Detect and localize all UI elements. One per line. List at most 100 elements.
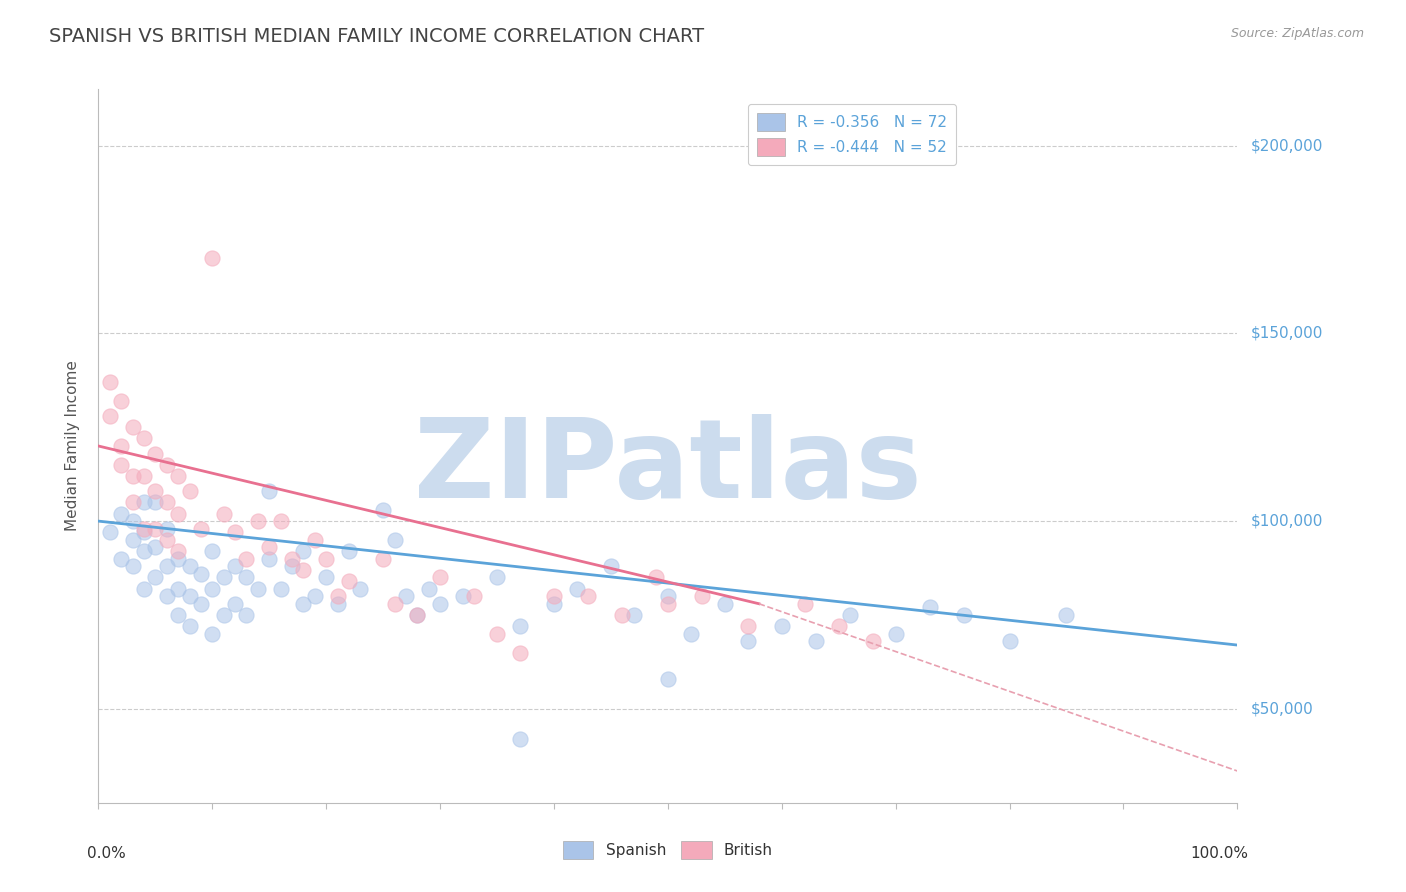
Point — [224, 597, 246, 611]
Point — [429, 597, 451, 611]
Point — [304, 533, 326, 547]
Point — [429, 570, 451, 584]
Point — [737, 619, 759, 633]
Point — [509, 619, 531, 633]
Point — [201, 544, 224, 558]
Point — [246, 514, 269, 528]
Point — [326, 597, 349, 611]
Text: $200,000: $200,000 — [1251, 138, 1323, 153]
Point — [292, 544, 315, 558]
Point — [690, 589, 713, 603]
Point — [804, 634, 827, 648]
Point — [918, 600, 941, 615]
Point — [793, 597, 815, 611]
Point — [1054, 607, 1078, 622]
Point — [110, 458, 132, 472]
Point — [509, 731, 531, 746]
Point — [235, 570, 257, 584]
Point — [132, 495, 155, 509]
Point — [600, 559, 623, 574]
Point — [349, 582, 371, 596]
Point — [132, 582, 155, 596]
Text: SPANISH VS BRITISH MEDIAN FAMILY INCOME CORRELATION CHART: SPANISH VS BRITISH MEDIAN FAMILY INCOME … — [49, 27, 704, 45]
Point — [224, 525, 246, 540]
Point — [998, 634, 1021, 648]
Point — [337, 574, 360, 589]
Point — [156, 589, 179, 603]
Point — [145, 522, 167, 536]
Text: $100,000: $100,000 — [1251, 514, 1323, 529]
Point — [98, 525, 121, 540]
Point — [110, 551, 132, 566]
Point — [179, 484, 201, 499]
Point — [543, 589, 565, 603]
Point — [121, 420, 143, 434]
Point — [145, 541, 167, 555]
Point — [98, 375, 121, 389]
Point — [121, 495, 143, 509]
Point — [259, 541, 281, 555]
Point — [145, 495, 167, 509]
Point — [98, 409, 121, 423]
Point — [371, 503, 394, 517]
Point — [509, 646, 531, 660]
Point — [770, 619, 793, 633]
Text: 0.0%: 0.0% — [87, 846, 125, 861]
Point — [406, 607, 429, 622]
Point — [190, 566, 212, 581]
Point — [179, 589, 201, 603]
Point — [156, 559, 179, 574]
Point — [657, 597, 679, 611]
Point — [337, 544, 360, 558]
Point — [406, 607, 429, 622]
Point — [486, 627, 509, 641]
Point — [828, 619, 851, 633]
Point — [132, 525, 155, 540]
Y-axis label: Median Family Income: Median Family Income — [65, 360, 80, 532]
Point — [235, 551, 257, 566]
Text: Source: ZipAtlas.com: Source: ZipAtlas.com — [1230, 27, 1364, 40]
Point — [395, 589, 418, 603]
Point — [623, 607, 645, 622]
Point — [451, 589, 474, 603]
Point — [315, 570, 337, 584]
Point — [259, 551, 281, 566]
Point — [486, 570, 509, 584]
Point — [212, 507, 235, 521]
Point — [121, 533, 143, 547]
Point — [145, 446, 167, 460]
Point — [132, 432, 155, 446]
Point — [418, 582, 440, 596]
Point — [270, 582, 292, 596]
Point — [212, 607, 235, 622]
Point — [463, 589, 485, 603]
Point — [156, 458, 179, 472]
Point — [132, 544, 155, 558]
Point — [281, 551, 304, 566]
Point — [714, 597, 737, 611]
Point — [167, 607, 190, 622]
Point — [270, 514, 292, 528]
Point — [576, 589, 599, 603]
Point — [212, 570, 235, 584]
Point — [167, 544, 190, 558]
Point — [145, 570, 167, 584]
Point — [737, 634, 759, 648]
Point — [156, 495, 179, 509]
Point — [190, 522, 212, 536]
Point — [201, 582, 224, 596]
Point — [565, 582, 588, 596]
Point — [110, 393, 132, 408]
Point — [167, 551, 190, 566]
Point — [657, 589, 679, 603]
Point — [121, 514, 143, 528]
Point — [121, 559, 143, 574]
Text: $150,000: $150,000 — [1251, 326, 1323, 341]
Text: 100.0%: 100.0% — [1191, 846, 1249, 861]
Point — [167, 469, 190, 483]
Legend: Spanish, British: Spanish, British — [555, 834, 780, 866]
Point — [190, 597, 212, 611]
Point — [657, 672, 679, 686]
Point — [862, 634, 884, 648]
Point — [156, 522, 179, 536]
